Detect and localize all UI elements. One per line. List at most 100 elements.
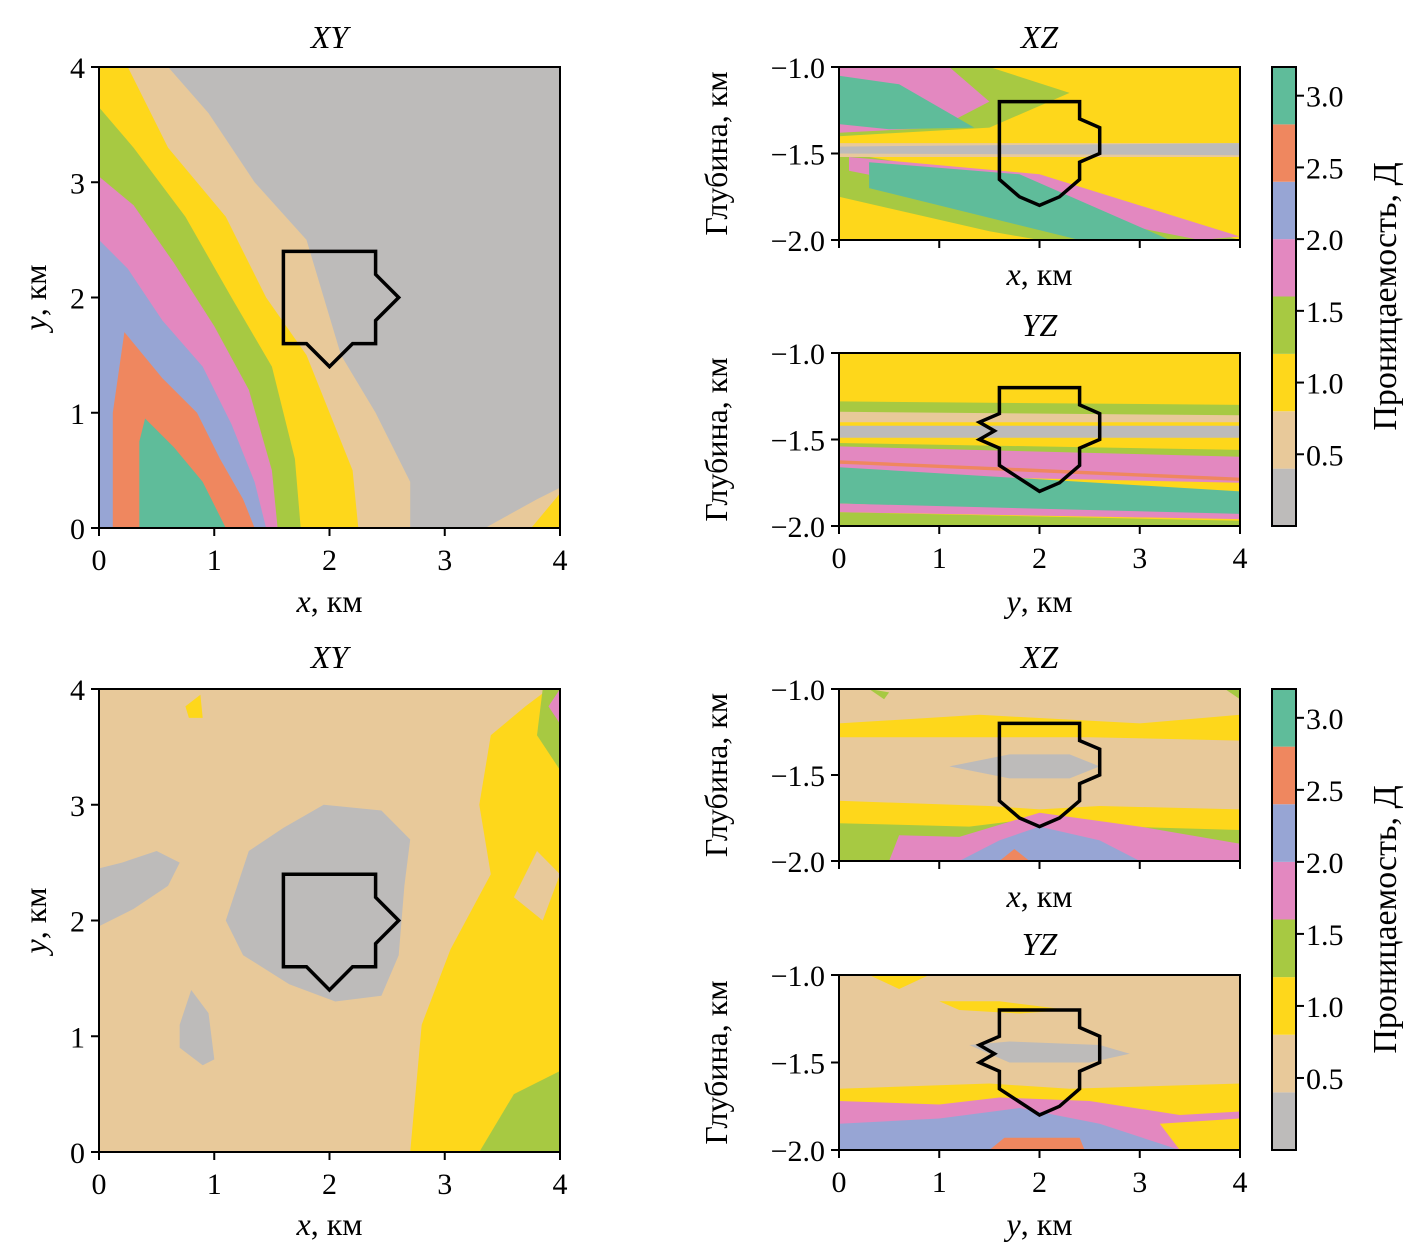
x-axis-var: x <box>296 583 311 619</box>
x-tick-label: 1 <box>932 542 947 575</box>
y-tick-label: 2 <box>70 283 85 316</box>
colorbar-tick-label: 2.5 <box>1306 152 1344 185</box>
colorbar-bin <box>1272 353 1296 412</box>
colorbar-label: Проницаемость, Д <box>1367 162 1404 430</box>
field-region <box>839 512 1240 526</box>
colorbar-bin <box>1272 861 1296 920</box>
field-region <box>225 804 411 1002</box>
y-tick-label: 4 <box>70 674 85 707</box>
y-tick-label: −2.0 <box>771 846 825 879</box>
field-region <box>479 1071 560 1152</box>
y-axis-label: y, км <box>17 265 53 334</box>
colorbar-tick-label: 3.0 <box>1306 81 1344 114</box>
colorbar-tick-label: 2.0 <box>1306 847 1344 880</box>
permeability-field <box>839 975 1240 1150</box>
x-tick-label: 3 <box>1132 1166 1147 1199</box>
field-region <box>1225 689 1240 700</box>
x-axis-label: y, км <box>1004 583 1073 619</box>
y-axis-sep: , <box>17 923 53 939</box>
y-tick-label: −2.0 <box>771 511 825 544</box>
panel-title: YZ <box>1022 926 1059 962</box>
field-region <box>839 1108 1180 1150</box>
x-axis-unit: км <box>327 583 363 619</box>
field-region <box>185 694 203 718</box>
field-region <box>839 196 1040 240</box>
colorbar-tick-label: 1.0 <box>1306 991 1344 1024</box>
y-tick-label: −1.0 <box>771 338 825 371</box>
colorbar-label: Проницаемость, Д <box>1367 785 1404 1053</box>
colorbar-frame <box>1271 66 1297 527</box>
field-region <box>969 1041 1130 1063</box>
reservoir-outline <box>997 721 1102 829</box>
x-axis-sep: , <box>1021 583 1037 619</box>
colorbar-tick-label: 1.5 <box>1306 296 1344 329</box>
y-tick-label: −1.5 <box>771 760 825 793</box>
x-tick-label: 0 <box>92 1168 107 1201</box>
colorbar-bin <box>1272 689 1296 747</box>
field-region <box>839 75 975 130</box>
panel-title: YZ <box>1022 307 1059 343</box>
reservoir-outline <box>975 1008 1102 1117</box>
x-axis-label: x, км <box>1006 256 1073 292</box>
colorbar-tick-label: 0.5 <box>1306 439 1344 472</box>
field-region <box>839 714 1240 741</box>
panel-title: XY <box>309 19 352 55</box>
field-region <box>531 493 560 528</box>
panel-bottom-xz: XZ −2.0 −1.5 −1.0 x, км Глубина, км <box>698 639 1241 914</box>
y-tick-label: 2 <box>70 906 85 939</box>
colorbar-tick-label: 2.5 <box>1306 775 1344 808</box>
x-axis-unit: км <box>1037 878 1073 914</box>
x-axis-var: y <box>1004 583 1022 619</box>
x-axis-sep: , <box>1021 256 1037 292</box>
field-region <box>839 460 1240 481</box>
reservoir-outline <box>281 872 402 993</box>
y-axis-sep: , <box>17 300 53 316</box>
field-region <box>839 425 1240 438</box>
x-tick-label: 4 <box>1233 1166 1248 1199</box>
field-region <box>139 418 226 528</box>
colorbar-bin <box>1272 239 1296 297</box>
y-tick-label: −1.5 <box>771 1048 825 1081</box>
permeability-field <box>99 689 560 1152</box>
panel-bottom-yz: YZ 0 1 2 3 4 −2.0 −1.5 −1.0 y, км Глубина, км <box>698 926 1248 1242</box>
x-axis-label: x, км <box>296 583 363 619</box>
field-region <box>959 826 1140 861</box>
field-region <box>179 990 215 1066</box>
permeability-field <box>839 67 1240 240</box>
y-axis-var: y <box>17 939 53 957</box>
y-tick-label: −1.5 <box>771 139 825 172</box>
x-tick-label: 4 <box>1233 542 1248 575</box>
field-region <box>410 689 560 1152</box>
reservoir-outline <box>975 385 1102 494</box>
colorbar-tick-label: 1.5 <box>1306 919 1344 952</box>
x-tick-label: 3 <box>437 1168 452 1201</box>
x-tick-label: 1 <box>932 1166 947 1199</box>
y-tick-label: −1.0 <box>771 960 825 993</box>
colorbar-tick-label: 0.5 <box>1306 1063 1344 1096</box>
colorbar-bin <box>1272 411 1296 469</box>
y-tick-label: −1.0 <box>771 674 825 707</box>
y-tick-label: 4 <box>70 52 85 85</box>
colorbar-bottom: 0.5 1.0 1.5 2.0 2.5 3.0 Проницаемость, Д <box>1271 688 1404 1151</box>
field-region <box>989 1137 1085 1150</box>
colorbar-bin <box>1272 1034 1296 1093</box>
x-axis-sep: , <box>1021 878 1037 914</box>
x-tick-label: 2 <box>1032 1166 1047 1199</box>
field-region <box>839 503 1240 520</box>
colorbar-bin <box>1272 977 1296 1035</box>
x-tick-label: 2 <box>1032 542 1047 575</box>
reservoir-outline <box>997 99 1102 208</box>
field-region <box>99 851 180 927</box>
permeability-field <box>99 67 560 528</box>
field-region <box>1159 1118 1240 1150</box>
colorbar-tick-label: 1.0 <box>1306 368 1344 401</box>
field-region <box>548 689 560 724</box>
x-tick-label: 2 <box>322 544 337 577</box>
colorbar-bin <box>1272 804 1296 862</box>
colorbar-bin <box>1272 124 1296 182</box>
colorbar-bin <box>1272 181 1296 240</box>
x-axis-unit: км <box>327 1206 363 1242</box>
colorbar-bin <box>1272 1092 1296 1150</box>
